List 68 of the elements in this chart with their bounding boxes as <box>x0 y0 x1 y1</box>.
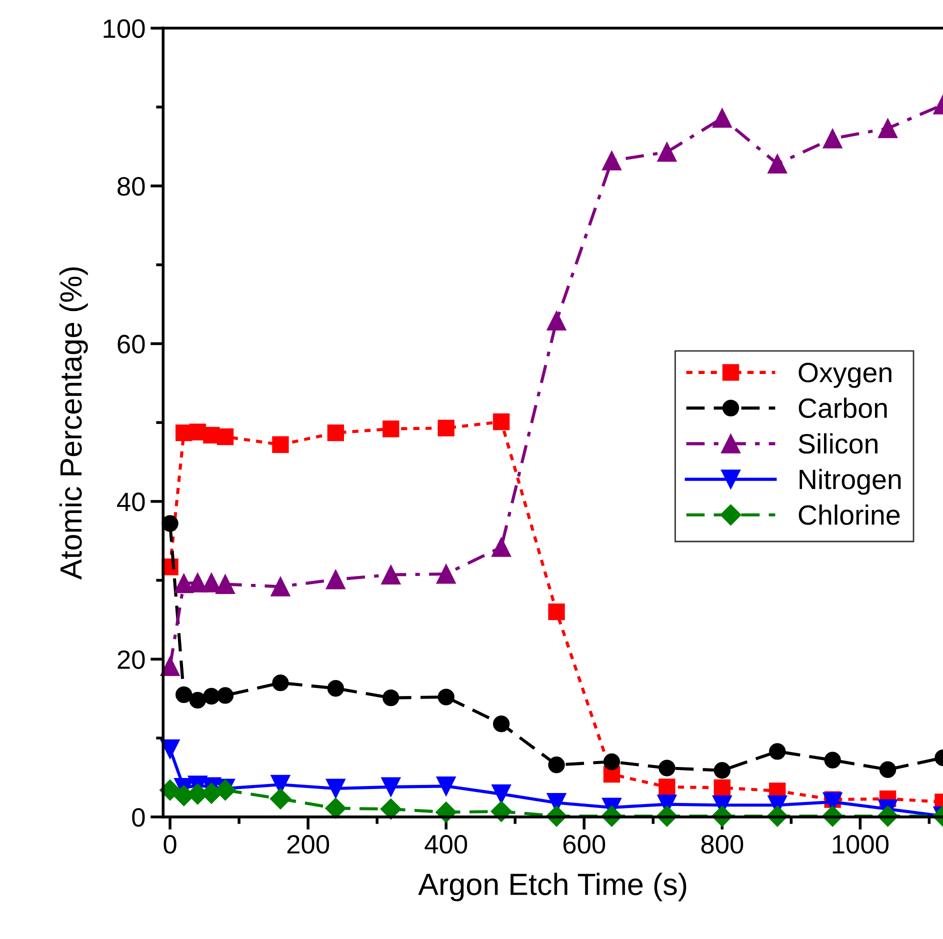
point <box>658 760 676 776</box>
point <box>382 420 400 438</box>
point <box>492 716 510 732</box>
point <box>382 689 400 706</box>
point <box>327 424 344 442</box>
y-tick-label: 20 <box>118 650 145 669</box>
point <box>272 674 289 692</box>
point <box>436 564 456 584</box>
x-tick-label: 0 <box>164 834 176 854</box>
x-tick-label: 1000 <box>832 834 889 854</box>
point <box>325 798 346 819</box>
point <box>272 436 289 453</box>
point <box>768 154 788 174</box>
point <box>548 756 565 774</box>
point <box>216 687 234 704</box>
point <box>492 784 512 804</box>
point <box>546 311 566 331</box>
legend-label: Chlorine <box>798 504 900 525</box>
point <box>657 142 677 162</box>
point <box>602 150 622 170</box>
point <box>160 739 180 759</box>
point <box>326 570 346 590</box>
point <box>824 752 841 768</box>
point <box>160 656 180 676</box>
y-axis-title: Atomic Percentage (%) <box>59 267 88 580</box>
legend-label: Carbon <box>798 398 887 418</box>
point <box>548 604 565 620</box>
point <box>436 776 456 796</box>
point <box>270 576 290 596</box>
point <box>603 753 620 770</box>
y-tick-label: 0 <box>132 808 145 827</box>
point <box>658 778 676 796</box>
point <box>714 762 730 779</box>
point <box>189 692 206 709</box>
point <box>380 798 402 820</box>
point <box>381 565 401 585</box>
point <box>381 777 401 797</box>
point <box>216 428 234 446</box>
legend-label: Oxygen <box>798 362 892 388</box>
point <box>492 413 510 430</box>
y-tick-label: 40 <box>117 492 145 512</box>
y-tick-label: 100 <box>104 19 145 38</box>
point <box>878 118 898 138</box>
point <box>492 537 512 557</box>
point <box>174 574 194 594</box>
legend-label: Silicon <box>798 433 878 454</box>
point <box>203 688 220 705</box>
point <box>714 779 730 796</box>
x-tick-label: 200 <box>287 834 330 854</box>
point <box>162 515 178 532</box>
point <box>327 680 344 697</box>
point <box>438 688 454 706</box>
legend-label: Nitrogen <box>800 468 901 495</box>
point <box>712 108 732 128</box>
point <box>769 743 786 760</box>
x-axis-title: Argon Etch Time (s) <box>418 872 686 902</box>
point <box>176 686 192 704</box>
point <box>326 778 346 798</box>
x-tick-label: 400 <box>424 834 468 854</box>
y-tick-label: 60 <box>118 334 145 354</box>
x-tick-label: 800 <box>701 834 744 854</box>
point <box>216 574 235 594</box>
point <box>879 761 896 778</box>
y-tick-label: 80 <box>118 177 145 196</box>
x-tick-label: 600 <box>563 834 606 854</box>
point <box>438 420 454 436</box>
point <box>270 788 291 810</box>
point <box>822 128 842 148</box>
